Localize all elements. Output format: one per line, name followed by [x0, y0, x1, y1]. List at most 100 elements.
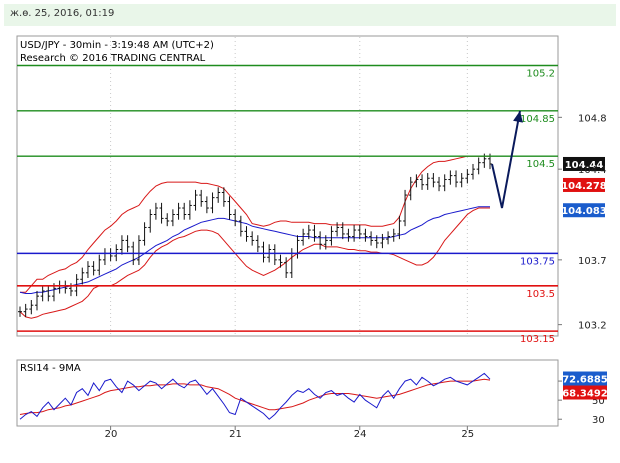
price-bar	[182, 202, 187, 220]
rsi-tag-1: 68.3492	[562, 385, 608, 400]
price-bar	[459, 173, 464, 188]
sma-line	[19, 206, 490, 294]
level-label-3: 103.75	[520, 256, 555, 267]
price-bars	[18, 153, 492, 317]
price-bar	[176, 202, 181, 220]
price-bar	[187, 200, 192, 220]
x-tick-label-0: 20	[105, 429, 118, 440]
price-tag-bg	[563, 156, 605, 171]
price-bar	[340, 222, 345, 240]
price-bar	[408, 176, 413, 201]
price-bar	[414, 174, 419, 188]
price-tag-0: 104.44	[563, 156, 605, 171]
price-bar	[204, 196, 209, 214]
rsi-label: RSI14 - 9MA	[20, 363, 81, 374]
price-bar	[301, 228, 306, 246]
rsi-ma-line	[19, 378, 491, 415]
price-bar	[403, 189, 408, 227]
forecast-arrowhead	[513, 110, 523, 123]
x-tick-label-3: 25	[461, 429, 474, 440]
price-axis: 104.8 104.4 103.7 103.2	[558, 113, 607, 332]
price-bar	[244, 226, 249, 242]
price-bar	[238, 215, 243, 237]
chart-title: USD/JPY - 30min - 3:19:48 AM (UTC+2)	[20, 40, 214, 51]
price-bar	[437, 176, 442, 192]
price-bar	[18, 306, 22, 317]
level-label-0: 105.2	[526, 69, 555, 80]
price-bar	[216, 187, 221, 203]
price-tag-label: 104.083	[561, 206, 607, 217]
price-bar	[210, 192, 215, 214]
level-label-4: 103.5	[526, 289, 555, 300]
price-panel	[16, 35, 559, 337]
price-bar	[227, 196, 232, 220]
price-bar	[250, 231, 255, 246]
price-bar	[306, 224, 311, 240]
forecast-path	[491, 110, 521, 209]
upper-band-line	[20, 155, 490, 293]
price-tag-label: 104.278	[561, 181, 607, 192]
price-bar	[369, 231, 374, 246]
price-tag-label: 104.44	[565, 160, 604, 171]
price-bar	[34, 290, 39, 311]
price-bar	[425, 173, 430, 190]
price-bar	[119, 235, 124, 255]
level-label-5: 103.15	[520, 334, 555, 345]
price-bar	[136, 235, 141, 266]
price-bar	[125, 235, 130, 253]
price-tag-bg	[563, 203, 605, 218]
price-bar	[318, 231, 323, 250]
price-bar	[40, 285, 45, 302]
price-bar	[352, 224, 357, 242]
level-label-1: 104.85	[520, 114, 555, 125]
price-bar	[159, 202, 164, 224]
price-bar	[374, 235, 379, 249]
level-label-2: 104.5	[526, 159, 555, 170]
price-tick-label-1: 104.4	[578, 165, 607, 176]
price-bar	[193, 189, 198, 211]
x-axis: 20 21 24 25	[105, 426, 474, 440]
price-bar	[323, 235, 328, 250]
price-bar	[272, 244, 277, 266]
price-bar	[448, 170, 453, 185]
price-tick-label-2: 103.7	[578, 256, 607, 267]
price-bar	[199, 189, 204, 207]
rsi-tag-bg	[563, 371, 607, 386]
rsi-tag-label: 68.3492	[562, 389, 608, 400]
price-bar	[391, 228, 396, 242]
rsi-tag-label: 72.6885	[562, 375, 608, 386]
price-tag-2: 104.083	[561, 203, 607, 218]
price-bar	[454, 170, 459, 188]
price-bar	[85, 261, 90, 278]
price-bar	[329, 226, 334, 246]
price-bar	[431, 173, 436, 188]
price-bar	[97, 254, 102, 276]
level-lines: 105.2 104.85 104.5 103.75 103.5 103.15	[17, 64, 558, 345]
price-bar	[29, 300, 34, 315]
price-bar	[148, 209, 153, 233]
price-tick-label-0: 104.8	[578, 113, 607, 124]
rsi-line	[19, 372, 491, 420]
price-bar	[261, 241, 266, 263]
price-bar	[380, 233, 385, 249]
price-bar	[363, 228, 368, 242]
price-tick-label-3: 103.2	[578, 321, 607, 332]
price-bar	[255, 235, 260, 253]
price-bar	[221, 187, 226, 207]
price-bar	[397, 215, 402, 240]
x-tick-label-2: 24	[354, 429, 367, 440]
rsi-tag-bg	[563, 385, 607, 400]
price-bar	[346, 228, 351, 242]
rsi-tags: 72.6885 68.3492	[562, 371, 608, 400]
rsi-panel	[16, 359, 559, 427]
price-tags: 104.44 104.278 104.083	[561, 156, 607, 218]
rsi-lines	[19, 372, 491, 420]
price-bar	[335, 222, 340, 237]
price-tag-bg	[563, 177, 605, 192]
price-bar	[284, 257, 289, 278]
timestamp-bar: ж.ө. 25, 2016, 01:19	[4, 4, 616, 26]
price-bar	[386, 231, 391, 245]
price-tag-1: 104.278	[561, 177, 607, 192]
price-bar	[278, 254, 283, 268]
